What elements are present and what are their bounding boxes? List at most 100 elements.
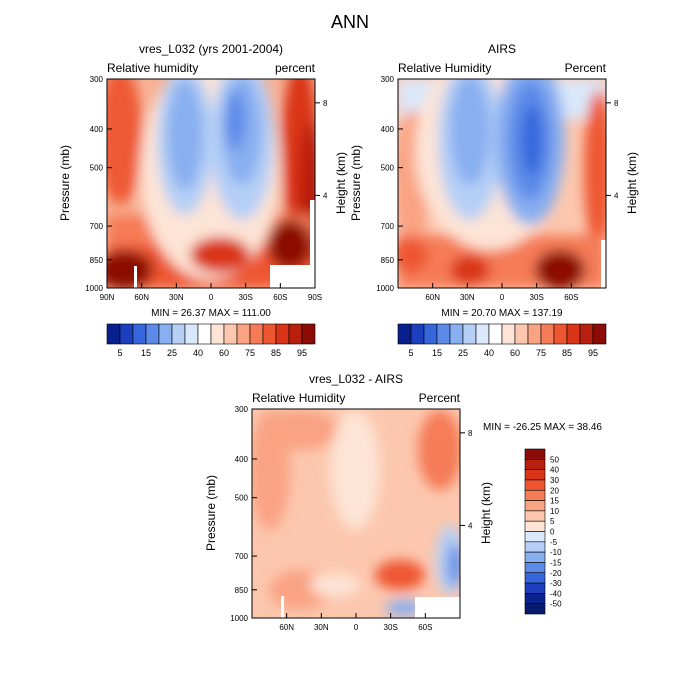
x-tick-label: 90S: [308, 293, 322, 302]
y-tick-label: 700: [90, 222, 104, 231]
x-tick-label: 0: [500, 293, 505, 302]
colorbar-label: -50: [550, 600, 562, 609]
colorbar-label: -10: [550, 548, 562, 557]
colorbar-label: 95: [297, 348, 307, 358]
height-tick-label: 4: [468, 521, 473, 530]
panel-diff-minmax: MIN = -26.25 MAX = 38.46: [483, 422, 602, 433]
colorbar-swatch: [579, 323, 594, 345]
colorbar-swatch: [275, 323, 290, 345]
y-tick-label: 500: [381, 164, 395, 173]
colorbar-label: 5: [550, 517, 555, 526]
panel-obs-left-label: Relative Humidity: [398, 61, 491, 75]
panel-obs-minmax: MIN = 20.70 MAX = 137.19: [441, 308, 563, 319]
colorbar-obs: 5 15 25 40 60 75 85 95: [397, 323, 607, 358]
colorbar-swatch: [592, 323, 607, 345]
y-tick-label: 700: [235, 552, 249, 561]
colorbar-label: -30: [550, 579, 562, 588]
panel-model-ylabel-right: Height (km): [334, 152, 348, 214]
y-tick-label: 300: [235, 405, 249, 414]
colorbar-swatch: [288, 323, 303, 345]
colorbar-label: 5: [117, 348, 122, 358]
x-tick-label: 60S: [564, 293, 578, 302]
colorbar-label: 85: [271, 348, 281, 358]
y-tick-label: 300: [90, 75, 104, 84]
y-tick-label: 400: [381, 125, 395, 134]
panel-diff-left-label: Relative Humidity: [252, 391, 345, 405]
panel-diff-ylabel-right: Height (km): [479, 482, 493, 544]
colorbar-label: 40: [484, 348, 494, 358]
height-tick-label: 8: [614, 99, 619, 108]
height-tick-label: 8: [468, 429, 473, 438]
panel-obs-right-label: Percent: [565, 61, 607, 75]
page-title: ANN: [331, 12, 369, 32]
colorbar-swatch: [184, 323, 199, 345]
y-tick-label: 500: [235, 494, 249, 503]
y-tick-label: 400: [235, 455, 249, 464]
colorbar-model: 5 15 25 40 60 75 85 95: [106, 323, 316, 358]
panel-diff: vres_L032 - AIRS Relative Humidity Perce…: [204, 372, 602, 632]
colorbar-swatch: [262, 323, 277, 345]
colorbar-swatch: [540, 323, 555, 345]
colorbar-label: 10: [550, 507, 559, 516]
x-tick-label: 0: [354, 623, 359, 632]
colorbar-label: 20: [550, 486, 559, 495]
colorbar-swatch: [524, 572, 546, 584]
height-tick-label: 4: [323, 191, 328, 200]
colorbar-swatch: [524, 541, 546, 553]
colorbar-swatch: [236, 323, 251, 345]
panel-obs-ylabel: Pressure (mb): [349, 145, 363, 221]
y-tick-label: 1000: [230, 614, 248, 623]
colorbar-swatch: [524, 448, 546, 460]
colorbar-swatch: [527, 323, 542, 345]
colorbar-label: 15: [432, 348, 442, 358]
panel-model-ylabel: Pressure (mb): [58, 145, 72, 221]
colorbar-swatch: [249, 323, 264, 345]
colorbar-swatch: [524, 551, 546, 563]
x-tick-label: 60S: [273, 293, 287, 302]
colorbar-label: 85: [562, 348, 572, 358]
colorbar-label: 60: [510, 348, 520, 358]
colorbar-swatch: [119, 323, 134, 345]
colorbar-swatch: [301, 323, 316, 345]
colorbar-swatch: [524, 603, 546, 615]
colorbar-label: 0: [550, 528, 555, 537]
colorbar-label: 5: [408, 348, 413, 358]
colorbar-swatch: [514, 323, 529, 345]
colorbar-label: 25: [458, 348, 468, 358]
height-tick-label: 4: [614, 191, 619, 200]
colorbar-swatch: [524, 479, 546, 491]
colorbar-swatch: [524, 531, 546, 543]
x-tick-label: 30N: [314, 623, 329, 632]
colorbar-swatch: [158, 323, 173, 345]
colorbar-swatch: [397, 323, 412, 345]
colorbar-swatch: [106, 323, 121, 345]
x-tick-label: 30S: [530, 293, 544, 302]
panel-obs: AIRS Relative Humidity Percent: [349, 42, 639, 319]
colorbar-label: 60: [219, 348, 229, 358]
x-tick-label: 30S: [384, 623, 398, 632]
colorbar-swatch: [524, 520, 546, 532]
y-tick-label: 400: [90, 125, 104, 134]
y-tick-label: 850: [90, 256, 104, 265]
height-tick-label: 8: [323, 99, 328, 108]
colorbar-swatch: [223, 323, 238, 345]
colorbar-label: -40: [550, 589, 562, 598]
x-tick-label: 30N: [169, 293, 184, 302]
x-tick-label: 90N: [100, 293, 115, 302]
colorbar-swatch: [132, 323, 147, 345]
panel-model-title: vres_L032 (yrs 2001-2004): [139, 42, 283, 56]
colorbar-swatch: [524, 582, 546, 594]
panel-diff-ylabel: Pressure (mb): [204, 475, 218, 551]
x-tick-label: 60N: [425, 293, 440, 302]
panel-model-field: [107, 79, 315, 288]
panel-model-minmax: MIN = 26.37 MAX = 111.00: [151, 308, 271, 319]
colorbar-swatch: [524, 459, 546, 470]
colorbar-swatch: [210, 323, 225, 345]
y-tick-label: 1000: [85, 284, 103, 293]
colorbar-label: -20: [550, 569, 562, 578]
panel-model-right-label: percent: [275, 61, 316, 75]
colorbar-label: 15: [550, 497, 559, 506]
colorbar-swatch: [423, 323, 438, 345]
